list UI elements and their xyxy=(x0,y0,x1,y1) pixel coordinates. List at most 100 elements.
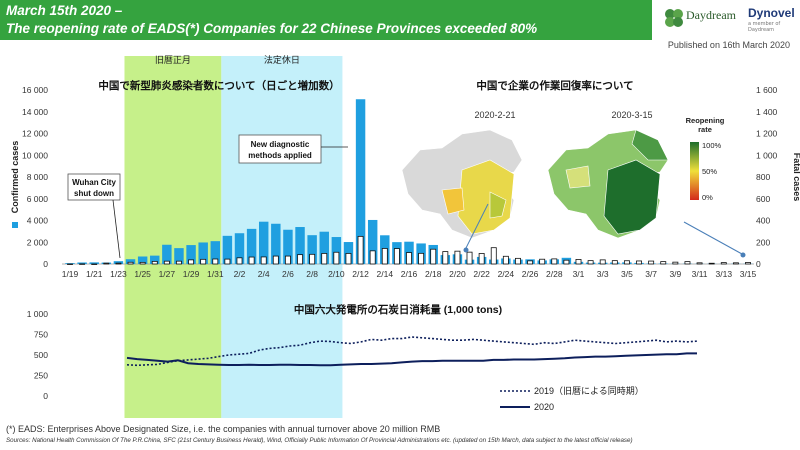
confirmed-bar xyxy=(319,231,329,264)
confirmed-bar xyxy=(283,229,293,264)
y-right-tick: 200 xyxy=(756,237,770,247)
fatal-bar xyxy=(684,261,691,265)
fatal-bar xyxy=(720,262,727,265)
fatal-bar xyxy=(212,258,219,265)
footnote: (*) EADS: Enterprises Above Designated S… xyxy=(6,424,441,434)
confirmed-bar xyxy=(137,256,148,264)
fatal-bar xyxy=(333,251,340,265)
y-left-legend-swatch xyxy=(12,222,18,228)
x-tick-label: 2/28 xyxy=(546,269,563,279)
y-bottom-tick: 750 xyxy=(34,330,48,340)
fatal-bar xyxy=(660,261,667,265)
fatal-bar xyxy=(67,263,73,265)
diagnostic-annotation-line1: New diagnostic xyxy=(251,140,310,149)
x-tick-label: 3/13 xyxy=(716,269,733,279)
y-left-tick: 8 000 xyxy=(27,172,49,182)
wuhan-annotation-line2: shut down xyxy=(74,189,114,198)
header-title-line2: The reopening rate of EADS(*) Companies … xyxy=(6,21,538,36)
confirmed-bar xyxy=(367,219,378,264)
wuhan-annotation-arrow xyxy=(112,199,121,259)
cny-band-label: 旧暦正月 xyxy=(155,55,191,65)
x-tick-label: 3/3 xyxy=(597,269,609,279)
fatal-bar xyxy=(260,256,267,265)
x-tick-label: 2/10 xyxy=(328,269,345,279)
x-tick-label: 2/16 xyxy=(401,269,418,279)
y-left-tick: 16 000 xyxy=(22,85,48,95)
x-tick-label: 3/5 xyxy=(621,269,633,279)
fatal-bar xyxy=(200,258,207,265)
fatal-bar xyxy=(745,262,751,265)
confirmed-bar xyxy=(355,99,366,265)
scale-label: 100% xyxy=(702,141,722,150)
x-tick-label: 2/20 xyxy=(449,269,466,279)
scale-label: 50% xyxy=(702,167,717,176)
holiday-band-label: 法定休日 xyxy=(264,54,300,65)
sources: Sources: National Health Commission Of T… xyxy=(6,437,633,444)
fatal-bar xyxy=(188,259,195,265)
fatal-bar xyxy=(103,262,110,265)
dynovel-logo-sub: a member of Daydream xyxy=(748,21,781,33)
confirmed-bar xyxy=(234,233,245,264)
confirmed-bar xyxy=(77,262,87,264)
fatal-bar xyxy=(91,263,98,265)
fatal-bar xyxy=(248,256,255,265)
scale-gradient-bar xyxy=(690,142,699,200)
x-tick-label: 2/4 xyxy=(258,269,270,279)
fatal-bar xyxy=(79,263,86,265)
fatal-bar xyxy=(623,260,630,265)
fatal-bar xyxy=(272,255,279,265)
cny-band xyxy=(124,56,222,418)
y-left-label: Confirmed cases xyxy=(10,141,20,214)
y-left-tick: 6 000 xyxy=(27,194,49,204)
confirmed-bar xyxy=(258,221,269,264)
fatal-bar xyxy=(381,248,388,265)
map-b-northeast-region xyxy=(631,129,669,161)
y-left-tick: 2 000 xyxy=(27,237,49,247)
y-bottom-tick: 250 xyxy=(34,371,48,381)
x-tick-label: 2/12 xyxy=(352,269,369,279)
y-right-tick: 400 xyxy=(756,216,770,226)
x-tick-label: 1/31 xyxy=(207,269,224,279)
map-a-coastal-region xyxy=(489,191,507,219)
fatal-bar xyxy=(490,247,497,265)
y-right-tick: 0 xyxy=(756,259,761,269)
fatal-bar xyxy=(551,258,558,265)
confirmed-bar xyxy=(331,237,342,264)
map-date-b: 2020-3-15 xyxy=(611,110,652,120)
fatal-bar xyxy=(176,260,182,265)
y-bottom-tick: 1 000 xyxy=(27,309,49,319)
confirmed-bar xyxy=(271,223,281,264)
confirmed-bar xyxy=(246,228,257,264)
map-a-connector-dot xyxy=(463,247,469,253)
map-b-connector-dot xyxy=(740,252,746,258)
logo-area: Daydream Dynovel a member of Daydream xyxy=(652,0,800,36)
map-b-connector xyxy=(683,221,743,255)
x-tick-label: 1/21 xyxy=(86,269,103,279)
scale-title-line1: Reopening xyxy=(686,116,725,125)
confirmed-bar xyxy=(174,248,184,264)
published-date: Published on 16th March 2020 xyxy=(667,40,790,50)
y-left-tick: 4 000 xyxy=(27,216,49,226)
fatal-bar xyxy=(151,260,158,265)
fatal-bar xyxy=(587,260,594,265)
x-tick-label: 2/22 xyxy=(473,269,490,279)
x-tick-label: 2/18 xyxy=(425,269,442,279)
fatal-bar xyxy=(127,261,134,265)
fatal-bar xyxy=(236,257,243,265)
fatal-bar xyxy=(611,260,618,265)
x-tick-label: 2/2 xyxy=(234,269,246,279)
fatal-bar xyxy=(539,258,546,265)
header-title-line1: March 15th 2020 – xyxy=(6,3,123,18)
x-tick-label: 3/1 xyxy=(573,269,585,279)
fatal-bar xyxy=(575,259,582,265)
line-2020 xyxy=(126,352,697,367)
fatal-bar xyxy=(527,260,534,265)
legend-2019-label: 2019（旧暦による同時期） xyxy=(534,386,644,396)
y-right-label: Fatal cases xyxy=(792,153,800,202)
x-tick-label: 1/19 xyxy=(62,269,79,279)
y-bottom-tick: 500 xyxy=(34,350,48,360)
fatal-bar xyxy=(442,251,449,265)
diagnostic-annotation-line2: methods applied xyxy=(248,151,312,160)
fatal-bar xyxy=(708,262,715,265)
